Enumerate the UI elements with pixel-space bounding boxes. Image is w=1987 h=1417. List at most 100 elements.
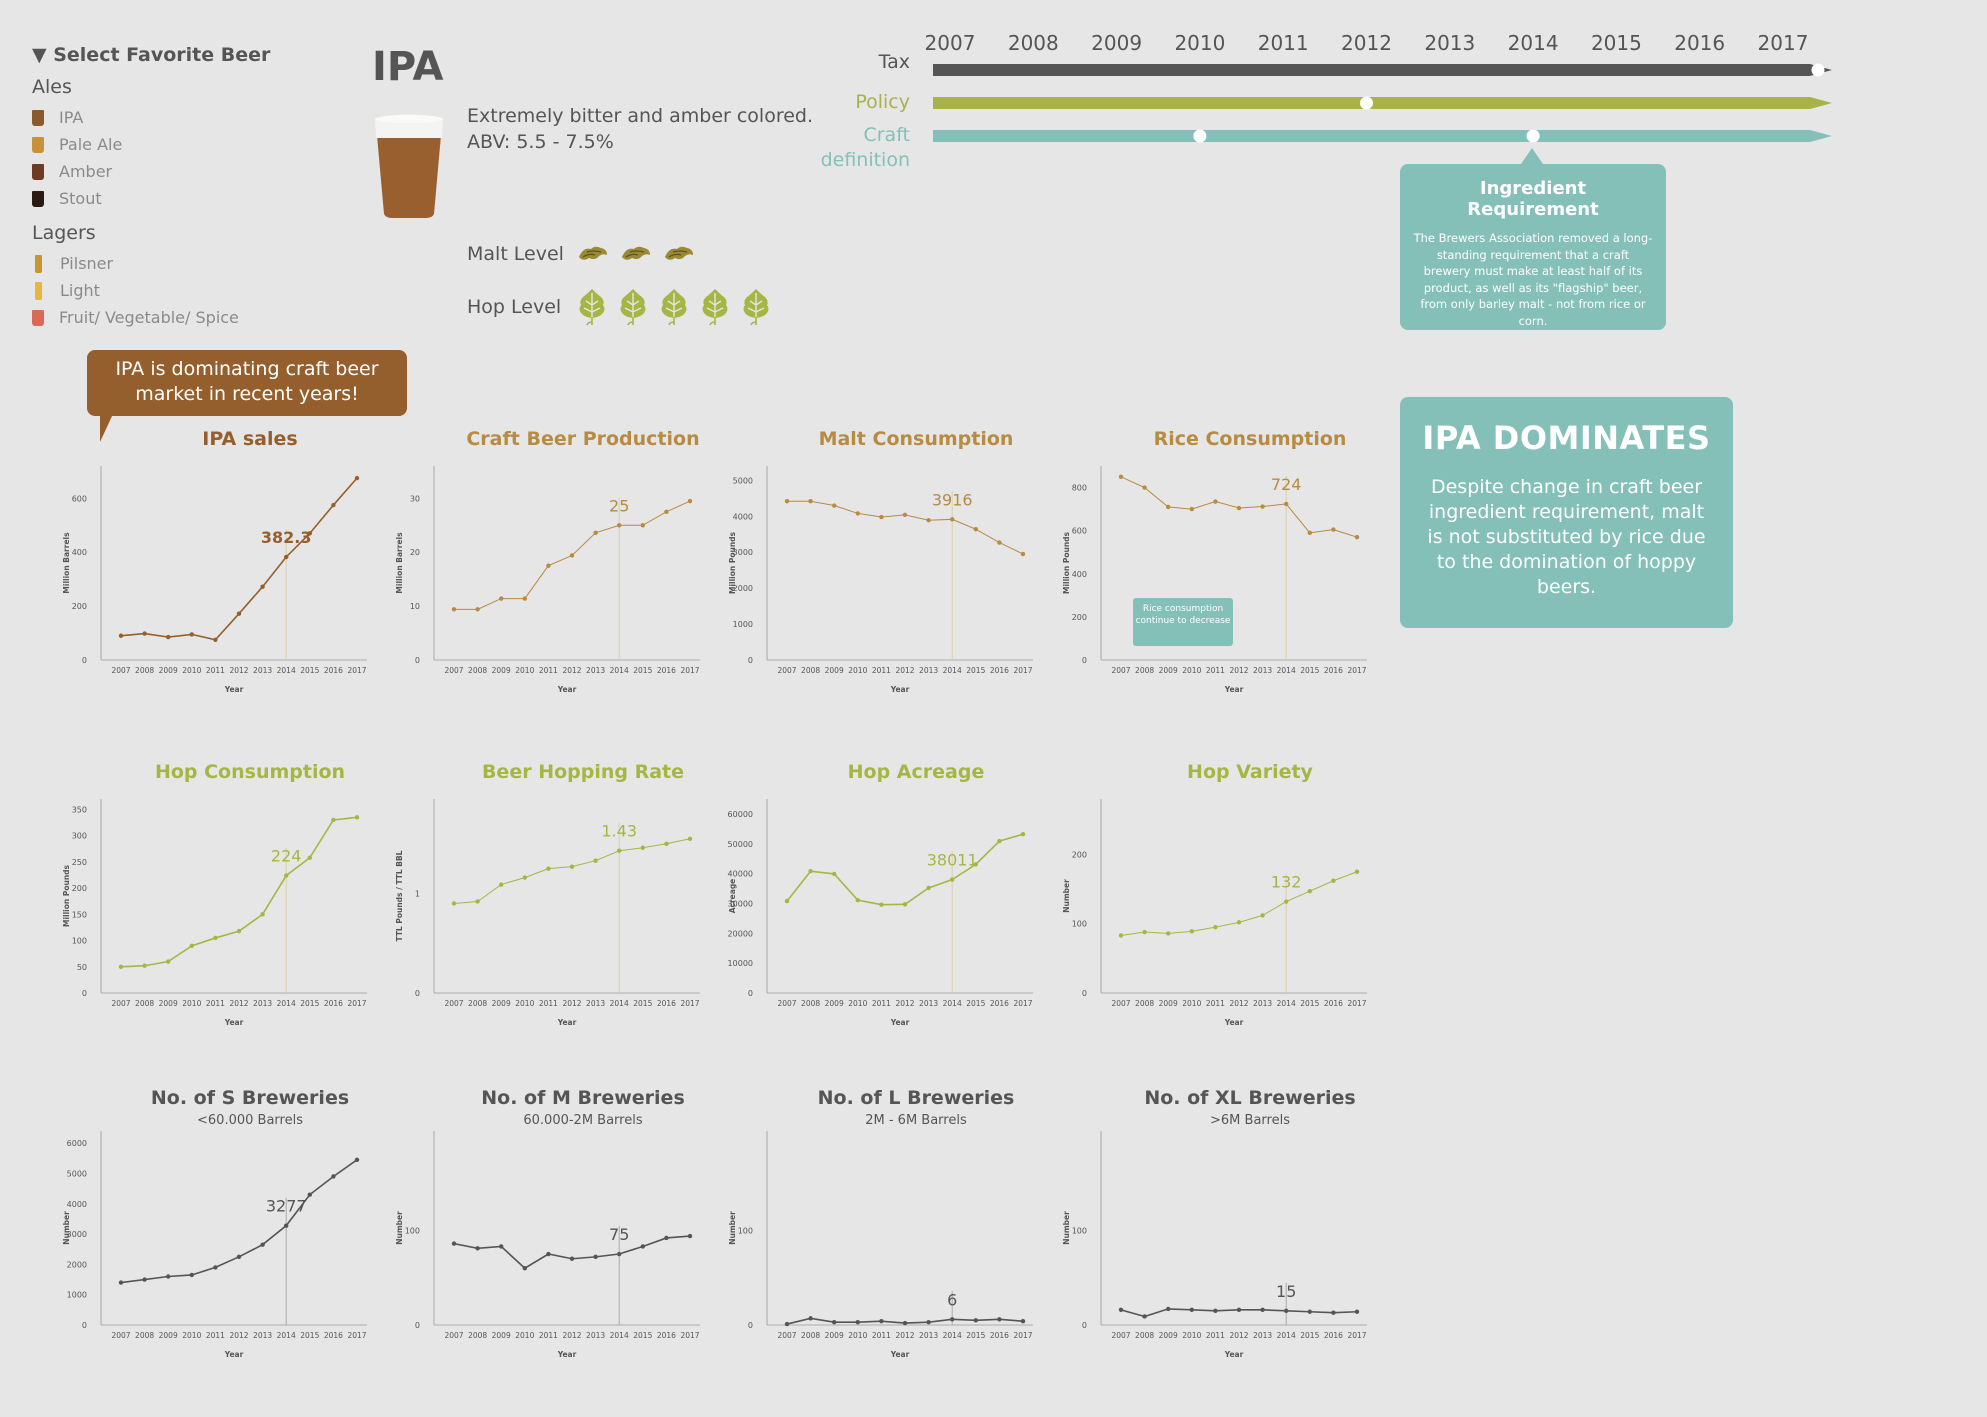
data-point[interactable]	[902, 512, 908, 518]
data-point[interactable]	[1118, 474, 1124, 479]
data-point[interactable]	[1142, 929, 1147, 935]
data-point[interactable]	[950, 877, 955, 882]
data-point[interactable]	[546, 563, 551, 568]
data-point[interactable]	[593, 1254, 598, 1260]
beer-option-pilsner[interactable]: Pilsner	[32, 250, 352, 277]
data-point[interactable]	[1020, 832, 1026, 837]
data-point[interactable]	[546, 866, 551, 871]
data-point[interactable]	[475, 1246, 480, 1251]
data-point[interactable]	[142, 1277, 147, 1282]
data-point[interactable]	[640, 1244, 645, 1249]
data-point[interactable]	[1331, 878, 1336, 883]
data-point[interactable]	[832, 1319, 837, 1325]
beer-option-pale-ale[interactable]: Pale Ale	[32, 131, 352, 158]
data-point[interactable]	[1166, 1306, 1171, 1312]
data-point[interactable]	[284, 873, 289, 878]
data-point[interactable]	[166, 634, 171, 640]
data-point[interactable]	[499, 596, 504, 601]
beer-option-light[interactable]: Light	[32, 277, 352, 304]
data-point[interactable]	[236, 611, 242, 616]
data-point[interactable]	[1284, 501, 1289, 507]
data-point[interactable]	[997, 1317, 1002, 1322]
data-point[interactable]	[522, 596, 527, 601]
data-point[interactable]	[664, 1235, 669, 1241]
beer-option-stout[interactable]: Stout	[32, 185, 352, 212]
data-point[interactable]	[808, 869, 813, 874]
data-point[interactable]	[973, 527, 978, 532]
data-point[interactable]	[879, 902, 884, 907]
data-point[interactable]	[189, 632, 194, 637]
data-point[interactable]	[213, 1265, 218, 1270]
data-point[interactable]	[354, 1157, 360, 1162]
data-point[interactable]	[1118, 933, 1124, 938]
data-point[interactable]	[331, 817, 336, 823]
data-point[interactable]	[307, 1192, 312, 1197]
data-point[interactable]	[784, 898, 790, 904]
data-point[interactable]	[307, 855, 312, 860]
data-point[interactable]	[902, 902, 908, 907]
data-point[interactable]	[784, 1321, 790, 1327]
data-point[interactable]	[331, 1174, 336, 1179]
data-point[interactable]	[687, 1233, 693, 1239]
data-point[interactable]	[997, 540, 1002, 545]
data-point[interactable]	[260, 912, 265, 917]
select-favorite-beer-toggle[interactable]: ▼ Select Favorite Beer	[32, 44, 271, 66]
data-point[interactable]	[1213, 499, 1218, 504]
data-point[interactable]	[832, 503, 837, 508]
data-point[interactable]	[118, 964, 124, 969]
data-point[interactable]	[687, 498, 693, 504]
data-point[interactable]	[331, 502, 336, 508]
data-point[interactable]	[1142, 485, 1147, 490]
data-point[interactable]	[569, 1256, 575, 1261]
data-point[interactable]	[1213, 924, 1218, 930]
data-point[interactable]	[973, 862, 978, 867]
data-point[interactable]	[213, 637, 218, 642]
timeline-event-marker[interactable]	[1811, 63, 1825, 77]
data-point[interactable]	[808, 1316, 813, 1321]
data-point[interactable]	[617, 523, 622, 528]
data-point[interactable]	[617, 848, 622, 853]
data-point[interactable]	[522, 1266, 527, 1271]
data-point[interactable]	[973, 1318, 978, 1323]
data-point[interactable]	[926, 885, 931, 891]
data-point[interactable]	[451, 901, 457, 906]
data-point[interactable]	[1354, 869, 1360, 874]
data-point[interactable]	[664, 509, 669, 515]
data-point[interactable]	[307, 531, 312, 536]
data-point[interactable]	[855, 1319, 860, 1325]
data-point[interactable]	[1307, 888, 1312, 894]
data-point[interactable]	[640, 845, 645, 850]
beer-option-ipa[interactable]: IPA	[32, 104, 352, 131]
data-point[interactable]	[1260, 504, 1265, 509]
data-point[interactable]	[189, 1272, 194, 1278]
data-point[interactable]	[687, 836, 693, 841]
data-point[interactable]	[1189, 929, 1194, 934]
data-point[interactable]	[142, 963, 147, 968]
data-point[interactable]	[1331, 527, 1336, 532]
data-point[interactable]	[1236, 505, 1242, 511]
timeline-event-marker[interactable]	[1360, 96, 1373, 110]
data-point[interactable]	[926, 518, 931, 523]
data-point[interactable]	[236, 1254, 242, 1259]
timeline-event-marker[interactable]	[1193, 129, 1207, 143]
data-point[interactable]	[475, 607, 480, 612]
data-point[interactable]	[950, 517, 955, 522]
data-point[interactable]	[808, 499, 813, 504]
data-point[interactable]	[236, 928, 242, 934]
data-point[interactable]	[284, 554, 289, 560]
data-point[interactable]	[1307, 1309, 1312, 1314]
data-point[interactable]	[1354, 1309, 1360, 1314]
data-point[interactable]	[260, 1242, 265, 1247]
data-point[interactable]	[1236, 920, 1242, 925]
data-point[interactable]	[1260, 1307, 1265, 1313]
data-point[interactable]	[189, 943, 194, 949]
data-point[interactable]	[1213, 1308, 1218, 1314]
data-point[interactable]	[950, 1317, 955, 1322]
data-point[interactable]	[617, 1251, 622, 1257]
data-point[interactable]	[354, 475, 360, 481]
data-point[interactable]	[1236, 1307, 1242, 1313]
data-point[interactable]	[166, 1274, 171, 1279]
timeline-event-marker[interactable]	[1526, 129, 1540, 143]
beer-option-fruit-vegetable-spice[interactable]: Fruit/ Vegetable/ Spice	[32, 304, 352, 331]
data-point[interactable]	[1020, 1319, 1026, 1324]
